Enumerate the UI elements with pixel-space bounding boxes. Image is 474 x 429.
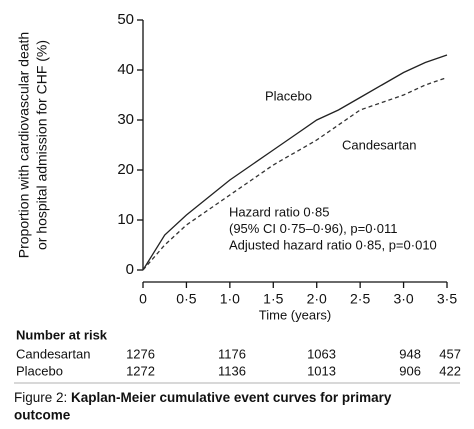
- annotation: Hazard ratio 0·85: [229, 204, 329, 219]
- annotation: Adjusted hazard ratio 0·85, p=0·010: [229, 237, 437, 252]
- x-tick-label: 2·0: [307, 291, 327, 307]
- series-label: Candesartan: [342, 137, 416, 152]
- risk-value: 1276: [126, 346, 155, 361]
- x-tick-label: 0: [139, 291, 147, 307]
- x-tick-label: 3·0: [393, 291, 413, 307]
- series-line: [142, 76, 448, 271]
- risk-value: 1272: [126, 363, 155, 378]
- risk-value: 1013: [307, 363, 336, 378]
- y-tick-label: 0: [126, 261, 134, 278]
- x-tick-label: 1·0: [220, 291, 240, 307]
- x-tick-label: 1·5: [263, 291, 283, 307]
- y-axis-label: Proportion with cardiovascular death: [16, 32, 32, 258]
- caption-text-cont: outcome: [14, 408, 71, 423]
- y-axis-label: or hospital admission for CHF (%): [34, 40, 50, 250]
- annotation: (95% CI 0·75–0·96), p=0·011: [229, 221, 398, 236]
- x-axis-label: Time (years): [259, 307, 331, 322]
- series-line: [142, 54, 448, 271]
- risk-value: 1176: [218, 346, 246, 361]
- risk-row-label: Candesartan: [16, 346, 90, 361]
- risk-value: 1063: [307, 346, 336, 361]
- series-label: Placebo: [265, 88, 312, 103]
- y-tick-label: 30: [117, 111, 134, 128]
- y-tick-label: 10: [117, 211, 134, 228]
- caption: Figure 2: Kaplan-Meier cumulative event …: [14, 390, 392, 405]
- risk-value: 1136: [218, 363, 246, 378]
- x-tick-label: 2·5: [350, 291, 370, 307]
- y-tick-label: 50: [117, 11, 134, 28]
- risk-row-label: Placebo: [16, 363, 63, 378]
- caption-label: Figure 2:: [14, 390, 71, 405]
- risk-value: 948: [399, 346, 421, 361]
- y-tick-label: 40: [117, 61, 134, 78]
- y-tick-label: 20: [117, 161, 134, 178]
- x-tick-label: 0·5: [176, 291, 196, 307]
- caption-text: Kaplan-Meier cumulative event curves for…: [71, 390, 392, 405]
- risk-value: 457: [439, 346, 461, 361]
- x-tick-label: 3·5: [437, 291, 457, 307]
- risk-title: Number at risk: [16, 327, 108, 342]
- risk-value: 906: [399, 363, 421, 378]
- risk-value: 422: [439, 363, 461, 378]
